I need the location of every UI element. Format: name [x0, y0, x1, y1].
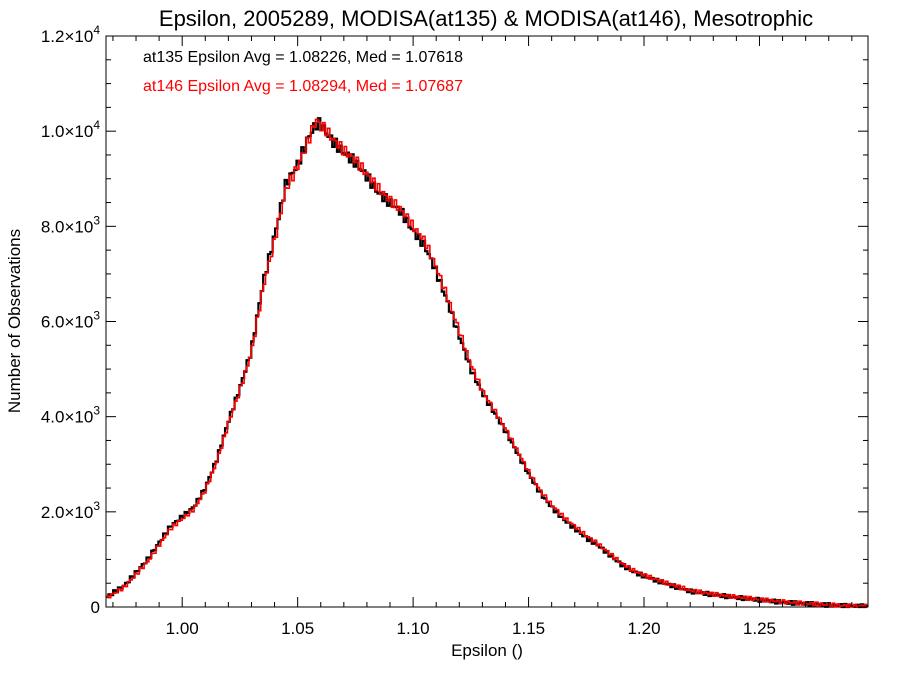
y-axis: 0 2.0×103 4.0×103 6.0×103 8.0×103 1.0×104 1.2×… — [41, 23, 868, 617]
y-tick-label: 4.0×103 — [41, 404, 100, 427]
series-layer — [106, 117, 868, 609]
y-tick-label: 1.0×104 — [41, 118, 100, 141]
x-tick-label: 1.10 — [397, 619, 430, 638]
y-tick-label: 1.2×104 — [41, 23, 100, 46]
plot-area: 1.00 1.05 1.10 1.15 1.20 1.25 0 2.0×103 4.0×103… — [41, 23, 869, 638]
x-axis-label: Epsilon () — [451, 641, 523, 660]
x-tick-label: 1.15 — [512, 619, 545, 638]
plot-frame — [105, 35, 869, 608]
y-axis-label: Number of Observations — [5, 229, 24, 413]
x-tick-label: 1.00 — [166, 619, 199, 638]
series-line-1 — [106, 118, 868, 608]
y-tick-label: 6.0×103 — [41, 309, 100, 332]
chart-title: Epsilon, 2005289, MODISA(at135) & MODISA… — [159, 6, 813, 31]
annotation-at135: at135 Epsilon Avg = 1.08226, Med = 1.076… — [143, 49, 463, 66]
x-tick-label: 1.05 — [281, 619, 314, 638]
y-tick-label: 2.0×103 — [41, 499, 100, 522]
y-tick-label: 8.0×103 — [41, 213, 100, 236]
x-axis: 1.00 1.05 1.10 1.15 1.20 1.25 — [112, 36, 853, 638]
series-line-0 — [106, 117, 868, 609]
x-tick-label: 1.25 — [743, 619, 776, 638]
y-tick-label: 0 — [91, 598, 100, 617]
x-tick-label: 1.20 — [627, 619, 660, 638]
annotation-at146: at146 Epsilon Avg = 1.08294, Med = 1.076… — [143, 78, 463, 95]
